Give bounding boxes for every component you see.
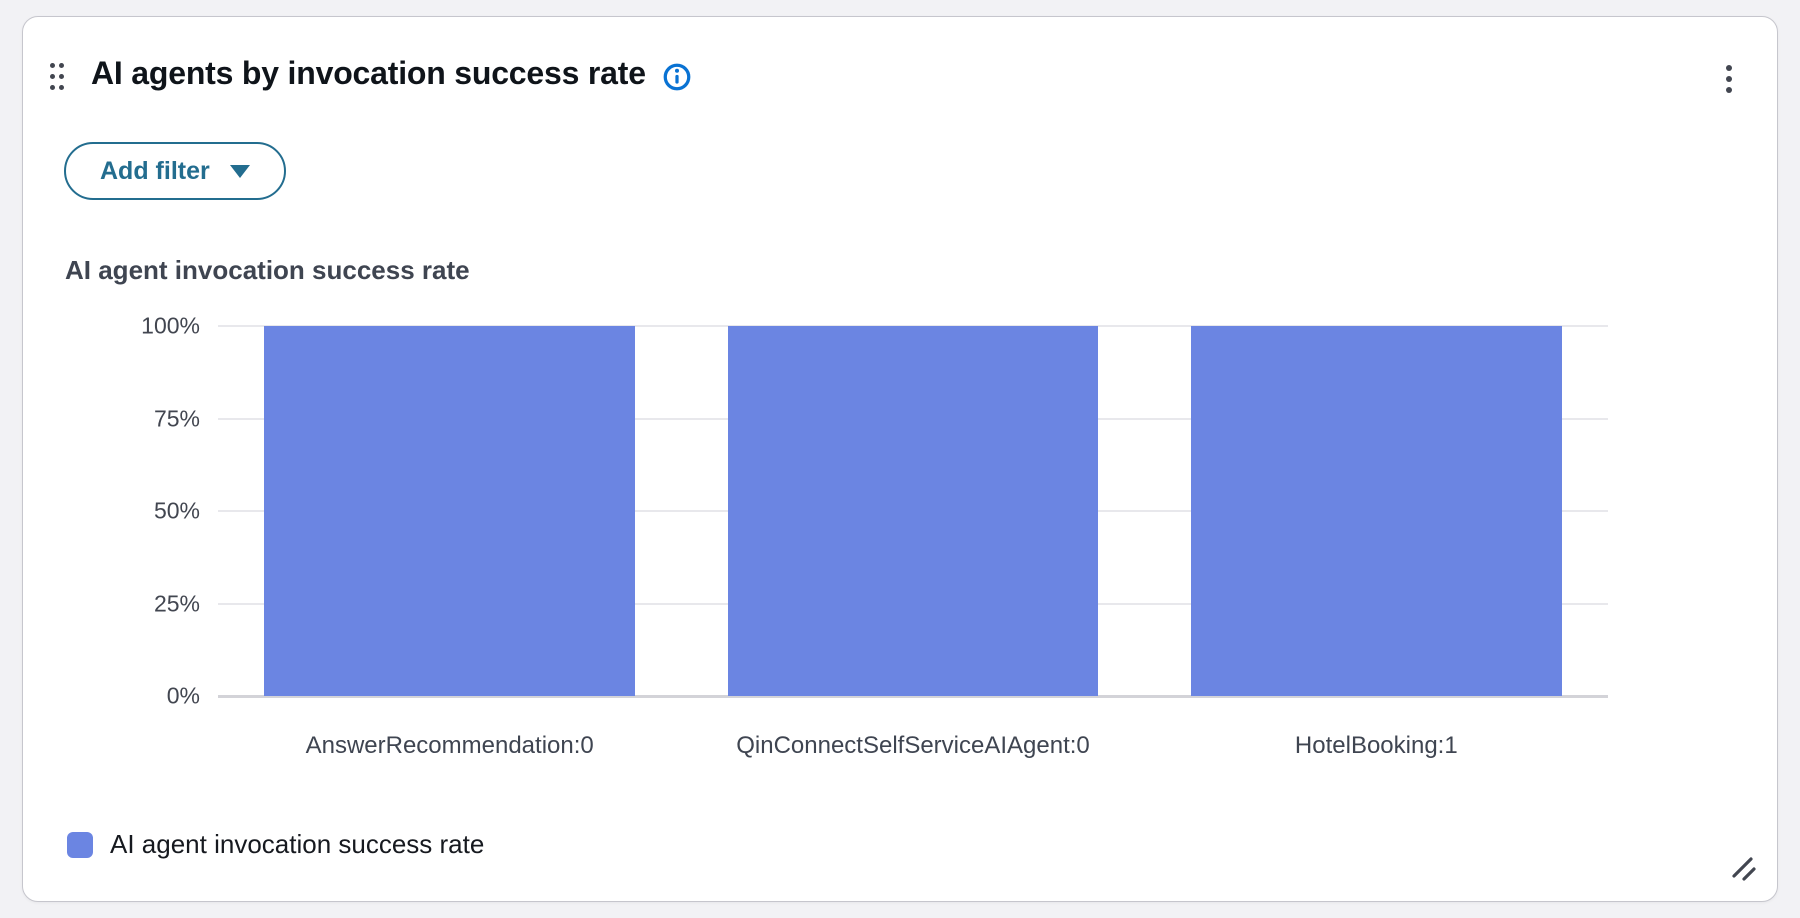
y-axis-tick-label: 25% [153, 590, 200, 616]
add-filter-label: Add filter [100, 156, 210, 185]
x-axis-tick-label: HotelBooking:1 [1294, 732, 1458, 759]
bar-AnswerRecommendation:0[interactable] [264, 326, 635, 696]
bar-QinConnectSelfServiceAIAgent:0[interactable] [727, 326, 1099, 696]
widget-card: AI agents by invocation success rate Add… [22, 16, 1778, 902]
widget-header: AI agents by invocation success rate [91, 55, 692, 92]
info-icon[interactable] [662, 62, 692, 92]
x-axis-labels: AnswerRecommendation:0 QinConnectSelfServ… [218, 732, 1608, 760]
bar-chart: 0% 25% 50% 75% 100% AnswerRecommendation:0 Qin… [141, 313, 1608, 759]
drag-handle-icon[interactable] [50, 63, 64, 90]
legend-swatch [67, 831, 93, 858]
kebab-menu-button[interactable] [1707, 53, 1751, 105]
chart-heading: AI agent invocation success rate [65, 255, 470, 285]
bar-slot [218, 326, 681, 696]
widget-title: AI agents by invocation success rate [91, 55, 646, 91]
chart-legend: AI agent invocation success rate [67, 829, 484, 860]
bar-slot [681, 326, 1144, 696]
bar-series [218, 326, 1608, 696]
caret-down-icon [229, 164, 250, 178]
bar-HotelBooking:1[interactable] [1190, 326, 1562, 696]
legend-label: AI agent invocation success rate [110, 829, 485, 859]
x-axis-tick-label: QinConnectSelfServiceAIAgent:0 [736, 732, 1090, 759]
y-axis-tick-label: 75% [153, 405, 200, 431]
add-filter-button[interactable]: Add filter [64, 142, 286, 200]
y-axis-tick-label: 100% [141, 312, 200, 339]
bar-slot [1145, 326, 1608, 696]
y-axis-tick-label: 50% [153, 497, 200, 524]
resize-handle[interactable] [1730, 855, 1756, 881]
y-axis-tick-label: 0% [166, 682, 200, 709]
x-axis-tick-label: AnswerRecommendation:0 [305, 732, 594, 759]
x-axis-line [218, 695, 1608, 698]
